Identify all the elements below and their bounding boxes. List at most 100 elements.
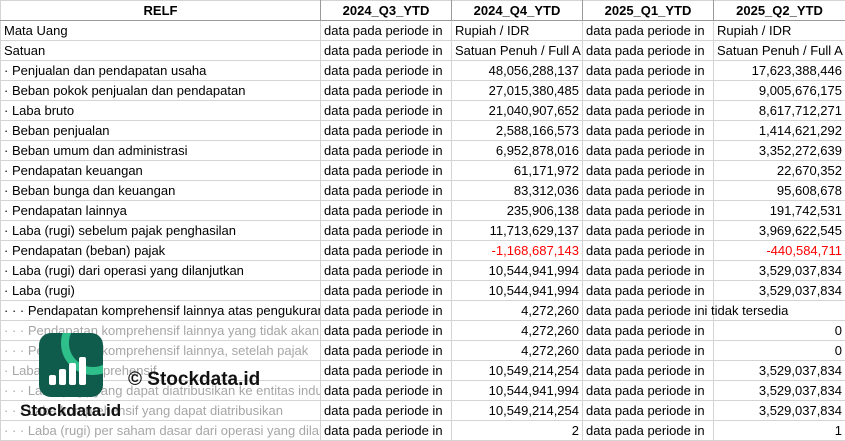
data-cell[interactable]: data pada periode in [320, 80, 452, 101]
data-cell[interactable]: data pada periode in [582, 200, 714, 221]
data-cell[interactable]: data pada periode in [582, 100, 714, 121]
data-cell[interactable]: 48,056,288,137 [451, 60, 583, 81]
data-cell[interactable]: 8,617,712,271 [713, 100, 845, 121]
data-cell[interactable]: data pada periode in [320, 160, 452, 181]
data-cell[interactable]: 2 [451, 420, 583, 441]
data-cell[interactable]: 10,544,941,994 [451, 280, 583, 301]
row-label-cell[interactable]: · Laba (rugi) [0, 280, 321, 301]
data-cell[interactable]: data pada periode in [582, 220, 714, 241]
data-cell[interactable]: 0 [713, 340, 845, 361]
data-cell[interactable]: 0 [713, 320, 845, 341]
header-cell-2025-q2[interactable]: 2025_Q2_YTD [713, 0, 845, 21]
data-cell[interactable]: data pada periode in [582, 20, 714, 41]
data-cell[interactable]: 3,352,272,639 [713, 140, 845, 161]
data-cell[interactable]: data pada periode ini tidak tersedia [582, 300, 788, 321]
data-cell[interactable]: data pada periode in [320, 400, 452, 421]
data-cell[interactable]: data pada periode in [320, 280, 452, 301]
row-label-cell[interactable]: · Beban bunga dan keuangan [0, 180, 321, 201]
data-cell[interactable]: data pada periode in [320, 60, 452, 81]
data-cell[interactable]: data pada periode in [582, 180, 714, 201]
data-cell[interactable]: data pada periode in [582, 80, 714, 101]
row-label-cell[interactable]: · Penjualan dan pendapatan usaha [0, 60, 321, 81]
data-cell[interactable]: data pada periode in [582, 360, 714, 381]
row-label-cell[interactable]: · Pendapatan keuangan [0, 160, 321, 181]
data-cell[interactable]: data pada periode in [582, 260, 714, 281]
data-cell[interactable]: data pada periode in [582, 420, 714, 441]
data-cell[interactable]: data pada periode in [320, 240, 452, 261]
data-cell[interactable]: 1,414,621,292 [713, 120, 845, 141]
data-cell[interactable]: 3,529,037,834 [713, 380, 845, 401]
data-cell[interactable]: 235,906,138 [451, 200, 583, 221]
data-cell[interactable]: 83,312,036 [451, 180, 583, 201]
data-cell[interactable]: 2,588,166,573 [451, 120, 583, 141]
data-cell[interactable]: data pada periode in [582, 340, 714, 361]
data-cell[interactable]: data pada periode in [320, 200, 452, 221]
row-label-cell[interactable]: · Pendapatan lainnya [0, 200, 321, 221]
row-label-cell[interactable]: · · · Laba (rugi) per saham dasar dari o… [0, 420, 321, 441]
data-cell[interactable]: data pada periode in [320, 360, 452, 381]
data-cell[interactable]: 10,549,214,254 [451, 400, 583, 421]
data-cell[interactable]: data pada periode in [320, 180, 452, 201]
data-cell[interactable]: data pada periode in [320, 100, 452, 121]
data-cell[interactable]: 21,040,907,652 [451, 100, 583, 121]
data-cell[interactable]: data pada periode in [582, 240, 714, 261]
header-cell-relf[interactable]: RELF [0, 0, 321, 21]
data-cell[interactable]: data pada periode in [582, 400, 714, 421]
data-cell[interactable]: 4,272,260 [451, 300, 583, 321]
row-label-cell[interactable]: · Laba bruto [0, 100, 321, 121]
data-cell[interactable]: 9,005,676,175 [713, 80, 845, 101]
row-label-cell[interactable]: · Pendapatan (beban) pajak [0, 240, 321, 261]
data-cell[interactable]: 17,623,388,446 [713, 60, 845, 81]
data-cell[interactable]: data pada periode in [320, 420, 452, 441]
header-cell-2024-q4[interactable]: 2024_Q4_YTD [451, 0, 583, 21]
data-cell[interactable]: 3,529,037,834 [713, 280, 845, 301]
data-cell[interactable]: data pada periode in [582, 320, 714, 341]
data-cell[interactable]: data pada periode in [320, 320, 452, 341]
header-cell-2025-q1[interactable]: 2025_Q1_YTD [582, 0, 714, 21]
data-cell[interactable]: data pada periode in [320, 20, 452, 41]
data-cell[interactable]: 95,608,678 [713, 180, 845, 201]
data-cell[interactable]: data pada periode in [320, 140, 452, 161]
data-cell[interactable]: 10,549,214,254 [451, 360, 583, 381]
data-cell[interactable]: data pada periode in [582, 280, 714, 301]
data-cell[interactable]: data pada periode in [320, 120, 452, 141]
data-cell[interactable]: data pada periode in [320, 220, 452, 241]
data-cell[interactable]: 27,015,380,485 [451, 80, 583, 101]
row-label-cell[interactable]: · Laba (rugi) sebelum pajak penghasilan [0, 220, 321, 241]
data-cell[interactable]: 1 [713, 420, 845, 441]
data-cell[interactable]: 4,272,260 [451, 340, 583, 361]
data-cell[interactable]: 3,969,622,545 [713, 220, 845, 241]
data-cell[interactable]: 22,670,352 [713, 160, 845, 181]
data-cell[interactable]: data pada periode in [320, 260, 452, 281]
row-label-cell[interactable]: · Laba (rugi) dari operasi yang dilanjut… [0, 260, 321, 281]
row-label-cell[interactable]: · Beban pokok penjualan dan pendapatan [0, 80, 321, 101]
data-cell[interactable]: 10,544,941,994 [451, 380, 583, 401]
data-cell[interactable]: Rupiah / IDR [451, 20, 583, 41]
data-cell[interactable]: data pada periode in [582, 40, 714, 61]
data-cell[interactable]: data pada periode in [320, 40, 452, 61]
data-cell[interactable]: data pada periode in [582, 140, 714, 161]
data-cell[interactable]: Satuan Penuh / Full A [451, 40, 583, 61]
data-cell[interactable]: 6,952,878,016 [451, 140, 583, 161]
row-label-cell[interactable]: Satuan [0, 40, 321, 61]
data-cell[interactable]: data pada periode in [582, 160, 714, 181]
header-cell-2024-q3[interactable]: 2024_Q3_YTD [320, 0, 452, 21]
data-cell[interactable]: data pada periode in [582, 380, 714, 401]
row-label-cell[interactable]: · Beban penjualan [0, 120, 321, 141]
data-cell[interactable]: 191,742,531 [713, 200, 845, 221]
data-cell[interactable]: data pada periode in [582, 120, 714, 141]
data-cell[interactable]: 4,272,260 [451, 320, 583, 341]
data-cell[interactable]: data pada periode in [320, 300, 452, 321]
row-label-cell[interactable]: Mata Uang [0, 20, 321, 41]
data-cell[interactable]: data pada periode in [582, 60, 714, 81]
data-cell[interactable]: 11,713,629,137 [451, 220, 583, 241]
data-cell[interactable]: -440,584,711 [713, 240, 845, 261]
data-cell[interactable]: Satuan Penuh / Full A [713, 40, 845, 61]
data-cell[interactable]: -1,168,687,143 [451, 240, 583, 261]
row-label-cell[interactable]: · Beban umum dan administrasi [0, 140, 321, 161]
data-cell[interactable]: 3,529,037,834 [713, 360, 845, 381]
data-cell[interactable]: 3,529,037,834 [713, 400, 845, 421]
data-cell[interactable]: 3,529,037,834 [713, 260, 845, 281]
data-cell[interactable]: 10,544,941,994 [451, 260, 583, 281]
row-label-cell[interactable]: · · · Pendapatan komprehensif lainnya at… [0, 300, 321, 321]
